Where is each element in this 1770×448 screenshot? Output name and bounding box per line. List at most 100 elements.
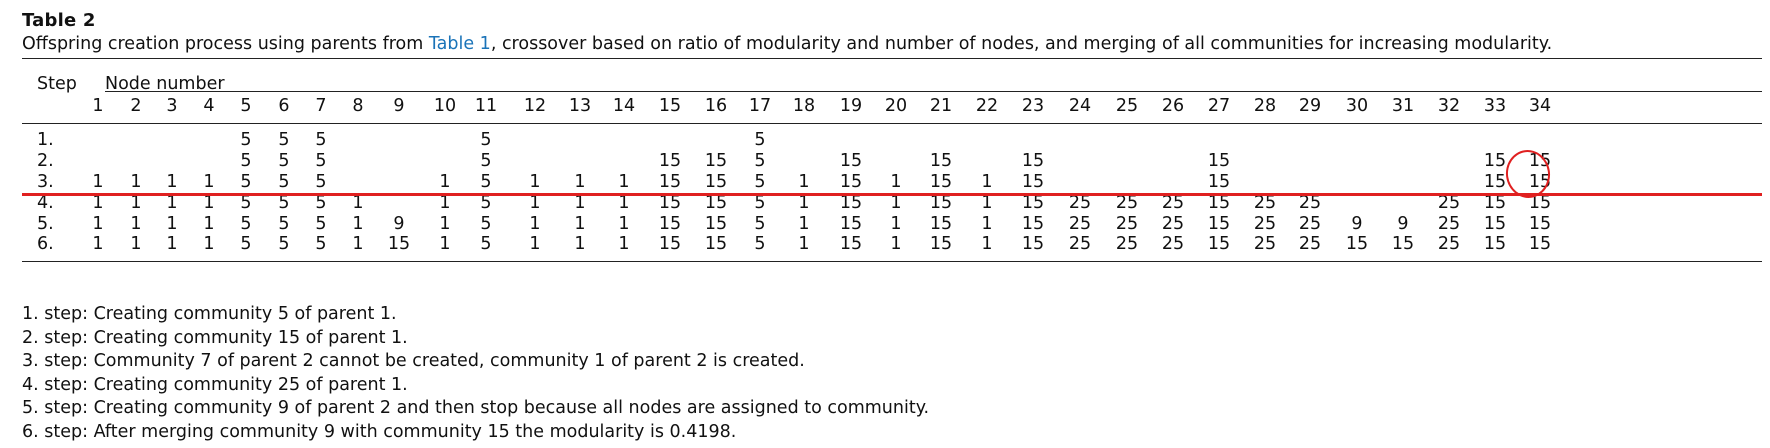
- table-cell: 1: [352, 234, 364, 254]
- table-cell: 1: [130, 234, 142, 254]
- table-cell: 25: [1068, 214, 1092, 234]
- table-cell: 1: [130, 172, 142, 192]
- table-cell: 5: [240, 151, 252, 171]
- table-cell: 1: [92, 193, 104, 213]
- table-cell: 1: [203, 172, 215, 192]
- table-cell: 1: [439, 214, 451, 234]
- footnote-6: 6. step: After merging community 9 with …: [22, 421, 737, 442]
- table-cell: 15: [658, 214, 682, 234]
- table-cell: 15: [929, 193, 953, 213]
- table-caption: Offspring creation process using parents…: [22, 34, 1762, 54]
- table-cell: 25: [1115, 214, 1139, 234]
- table-cell: 1: [166, 193, 178, 213]
- column-header-2: 2: [130, 96, 142, 116]
- table-cell: 15: [839, 193, 863, 213]
- table-cell: 1: [574, 234, 586, 254]
- bottom-rule: [22, 261, 1762, 262]
- caption-text-after: , crossover based on ratio of modularity…: [490, 34, 1553, 54]
- table-1-link[interactable]: Table 1: [428, 34, 491, 54]
- table-cell: 5: [240, 130, 252, 150]
- table-cell: 1: [890, 172, 902, 192]
- column-header-1: 1: [92, 96, 104, 116]
- table-cell: 1: [203, 214, 215, 234]
- table-cell: 15: [1021, 234, 1045, 254]
- step-label: 2.: [37, 151, 54, 171]
- table-cell: 5: [315, 234, 327, 254]
- table-cell: 1: [798, 172, 810, 192]
- table-cell: 15: [839, 234, 863, 254]
- table-cell: 25: [1437, 234, 1461, 254]
- table-cell: 25: [1161, 214, 1185, 234]
- table-cell: 15: [1207, 214, 1231, 234]
- step-header: Step: [37, 74, 77, 94]
- table-cell: 15: [1483, 234, 1507, 254]
- subheader-rule: [105, 91, 1762, 92]
- column-header-7: 7: [315, 96, 327, 116]
- column-header-13: 13: [568, 96, 592, 116]
- table-cell: 15: [839, 214, 863, 234]
- table-cell: 15: [1207, 234, 1231, 254]
- table-cell: 5: [278, 214, 290, 234]
- table-cell: 1: [203, 234, 215, 254]
- column-header-5: 5: [240, 96, 252, 116]
- table-cell: 5: [480, 151, 492, 171]
- table-cell: 1: [439, 193, 451, 213]
- column-header-25: 25: [1115, 96, 1139, 116]
- table-cell: 1: [798, 234, 810, 254]
- table-cell: 1: [529, 172, 541, 192]
- table-cell: 15: [1528, 193, 1552, 213]
- table-cell: 5: [240, 214, 252, 234]
- table-cell: 15: [839, 172, 863, 192]
- table-cell: 1: [981, 214, 993, 234]
- table-cell: 15: [704, 193, 728, 213]
- table-cell: 1: [130, 214, 142, 234]
- column-header-9: 9: [393, 96, 405, 116]
- table-cell: 15: [1021, 214, 1045, 234]
- table-cell: 25: [1298, 193, 1322, 213]
- table-cell: 25: [1068, 193, 1092, 213]
- node-number-header: Node number: [105, 74, 225, 94]
- table-cell: 1: [352, 193, 364, 213]
- column-header-21: 21: [929, 96, 953, 116]
- table-title: Table 2: [22, 10, 96, 31]
- table-cell: 15: [1207, 172, 1231, 192]
- table-cell: 25: [1253, 214, 1277, 234]
- footnote-1: 1. step: Creating community 5 of parent …: [22, 304, 397, 324]
- table-cell: 15: [929, 172, 953, 192]
- table-cell: 1: [203, 193, 215, 213]
- table-cell: 15: [839, 151, 863, 171]
- table-cell: 1: [574, 172, 586, 192]
- footnote-3: 3. step: Community 7 of parent 2 cannot …: [22, 351, 805, 372]
- column-header-8: 8: [352, 96, 364, 116]
- column-header-31: 31: [1391, 96, 1415, 116]
- table-cell: 15: [1207, 151, 1231, 171]
- table-cell: 15: [1483, 214, 1507, 234]
- column-header-18: 18: [792, 96, 816, 116]
- table-cell: 5: [754, 172, 766, 192]
- table-cell: 25: [1068, 234, 1092, 254]
- table-cell: 5: [315, 214, 327, 234]
- table-cell: 5: [315, 151, 327, 171]
- table-cell: 1: [529, 193, 541, 213]
- table-cell: 15: [1021, 151, 1045, 171]
- table-cell: 15: [929, 214, 953, 234]
- footnote-4: 4. step: Creating community 25 of parent…: [22, 374, 408, 395]
- table-cell: 1: [890, 193, 902, 213]
- step-label: 3.: [37, 172, 54, 192]
- table-cell: 1: [574, 214, 586, 234]
- table-cell: 5: [480, 172, 492, 192]
- table-cell: 15: [387, 234, 411, 254]
- table-cell: 1: [529, 234, 541, 254]
- table-cell: 1: [439, 172, 451, 192]
- column-header-24: 24: [1068, 96, 1092, 116]
- table-cell: 1: [798, 214, 810, 234]
- table-cell: 15: [1528, 172, 1552, 192]
- column-header-27: 27: [1207, 96, 1231, 116]
- table-cell: 25: [1298, 214, 1322, 234]
- column-header-12: 12: [523, 96, 547, 116]
- table-cell: 15: [658, 172, 682, 192]
- table-cell: 9: [1397, 214, 1409, 234]
- column-header-20: 20: [884, 96, 908, 116]
- footnote-5: 5. step: Creating community 9 of parent …: [22, 398, 930, 419]
- table-cell: 5: [754, 193, 766, 213]
